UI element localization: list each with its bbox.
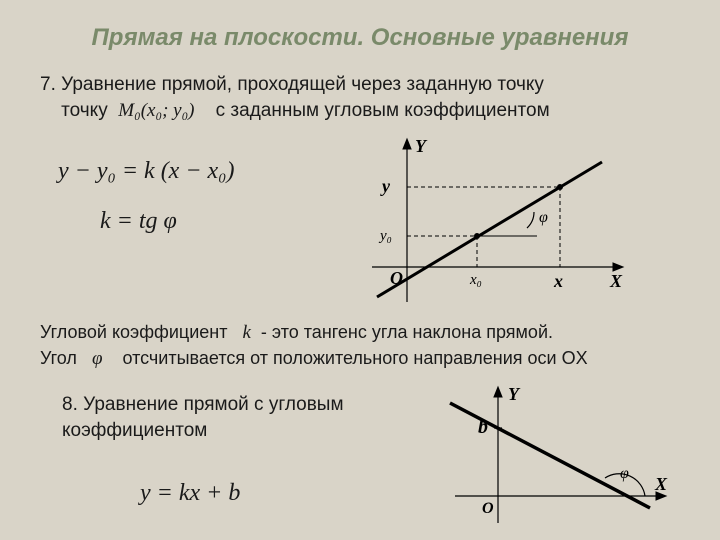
label-phi: φ bbox=[539, 209, 548, 226]
phi-symbol: φ bbox=[92, 348, 103, 369]
formula-slope: k = tg φ bbox=[100, 208, 177, 235]
label-X2: X bbox=[654, 474, 668, 494]
section7-part1: Уравнение прямой, проходящей через задан… bbox=[61, 74, 544, 95]
desc-line1a: Угловой коэффициент bbox=[40, 322, 227, 342]
section8-number: 8. bbox=[62, 394, 78, 415]
desc-line1b: - это тангенс угла наклона прямой. bbox=[261, 322, 553, 342]
section7-point-word: точку bbox=[61, 100, 108, 121]
chart1-diagram: Y X O y y₀ x₀ x φ bbox=[352, 132, 632, 307]
m0-notation: M₀(x₀; y₀) bbox=[118, 100, 194, 121]
description-text: Угловой коэффициент k - это тангенс угла… bbox=[40, 320, 680, 371]
section7-number: 7. bbox=[40, 74, 56, 95]
formula-pointslope: y − y₀ = k (x − x₀) bbox=[58, 158, 235, 185]
page-title: Прямая на плоскости. Основные уравнения bbox=[0, 24, 720, 52]
label-Y: Y bbox=[415, 136, 428, 156]
section8-text: 8. Уравнение прямой с угловым коэффициен… bbox=[62, 392, 422, 443]
chart1-line bbox=[377, 162, 602, 297]
phi-arc bbox=[527, 212, 534, 228]
section8-body: Уравнение прямой с угловым коэффициентом bbox=[62, 394, 344, 441]
label-phi2: φ bbox=[620, 465, 629, 482]
label-y: y bbox=[380, 176, 391, 196]
label-O2: O bbox=[482, 500, 494, 517]
point-m bbox=[557, 184, 563, 190]
point-m0 bbox=[474, 233, 480, 239]
desc-line2b: отсчитывается от положительного направле… bbox=[122, 348, 587, 368]
label-X: X bbox=[609, 271, 623, 291]
label-Y2: Y bbox=[508, 384, 521, 404]
formula-slopeintercept: y = kx + b bbox=[140, 480, 240, 507]
label-b: b bbox=[478, 416, 488, 438]
desc-line2a: Угол bbox=[40, 348, 77, 368]
label-x0: x₀ bbox=[469, 272, 482, 288]
k-symbol: k bbox=[242, 322, 250, 343]
label-x: x bbox=[553, 271, 563, 291]
label-y0: y₀ bbox=[378, 228, 392, 244]
chart2-diagram: Y X O b φ bbox=[440, 378, 680, 528]
label-O: O bbox=[390, 268, 403, 288]
section7-text: 7. Уравнение прямой, проходящей через за… bbox=[40, 72, 680, 123]
section7-part2: с заданным угловым коэффициентом bbox=[216, 100, 550, 121]
